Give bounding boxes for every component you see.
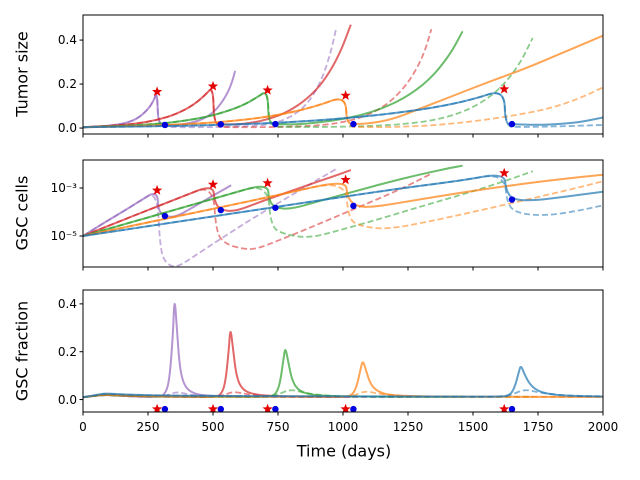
series-gsc-cells-blue-dashed — [83, 175, 603, 237]
treatment-star-marker — [152, 184, 163, 195]
y-axis-label-gsc-fraction: GSC fraction — [12, 300, 32, 402]
x-tick-label-0: 0 — [79, 420, 87, 434]
nadir-dot-marker — [508, 196, 516, 203]
axes-frame-gsc-fraction — [82, 289, 604, 413]
y-tick-label-gsc-fraction-0: 0.0 — [57, 392, 77, 407]
series-tumor-size-blue-dashed — [83, 92, 603, 129]
series-gsc-cells-green-dashed — [83, 170, 534, 238]
y-axis-label-tumor-size: Tumor size — [12, 31, 32, 117]
nadir-dot-marker — [217, 206, 224, 214]
treatment-star-marker — [152, 403, 163, 412]
y-tick-label-tumor-size-2: 0.4 — [57, 33, 77, 48]
nadir-dot-marker — [272, 120, 279, 128]
treatment-star-marker — [207, 80, 219, 91]
y-tick-label-gsc-fraction-1: 0.2 — [57, 344, 77, 359]
nadir-dot-marker — [217, 405, 224, 412]
series-group-gsc-cells — [83, 164, 603, 267]
x-tick-label-5: 1250 — [392, 420, 424, 434]
series-tumor-size-red-dashed — [83, 28, 433, 129]
treatment-star-marker — [262, 84, 273, 95]
nadir-dot-marker — [161, 121, 169, 129]
x-tick-label-7: 1750 — [522, 420, 554, 434]
treatment-star-marker — [340, 90, 351, 100]
x-tick-label-8: 2000 — [587, 420, 619, 434]
series-gsc-fraction-blue-dashed — [83, 389, 603, 399]
nadir-dot-marker — [350, 202, 357, 210]
series-tumor-size-blue-solid — [83, 92, 603, 129]
nadir-dot-marker — [508, 405, 516, 412]
series-tumor-size-purple-dashed — [83, 26, 338, 129]
series-gsc-fraction-green-solid — [83, 349, 463, 399]
nadir-dot-marker — [272, 204, 279, 211]
x-tick-label-4: 1000 — [327, 420, 359, 434]
series-gsc-fraction-orange-solid — [83, 361, 603, 399]
treatment-star-marker — [262, 403, 273, 412]
series-gsc-fraction-purple-solid — [83, 303, 236, 399]
nadir-dot-marker — [272, 405, 279, 412]
treatment-star-marker — [499, 83, 510, 94]
nadir-dot-marker — [161, 212, 169, 220]
series-gsc-fraction-red-solid — [83, 331, 351, 399]
series-group-gsc-fraction — [83, 303, 603, 412]
treatment-star-marker — [499, 403, 510, 412]
treatment-star-marker — [207, 179, 219, 189]
treatment-star-marker — [262, 177, 273, 188]
series-tumor-size-green-dashed — [83, 37, 534, 129]
x-tick-label-3: 750 — [266, 420, 290, 434]
y-axis-label-gsc-cells: GSC cells — [12, 175, 32, 251]
nadir-dot-marker — [350, 120, 357, 128]
nadir-dot-marker — [508, 120, 516, 128]
nadir-dot-marker — [217, 121, 224, 128]
treatment-star-marker — [152, 86, 163, 97]
series-group-tumor-size — [83, 24, 603, 129]
y-tick-label-tumor-size-1: 0.2 — [57, 77, 77, 92]
treatment-star-marker — [340, 174, 351, 185]
series-gsc-cells-red-dashed — [83, 172, 432, 251]
series-tumor-size-green-solid — [83, 30, 464, 129]
treatment-star-marker — [340, 403, 351, 412]
x-tick-label-2: 500 — [201, 420, 225, 434]
series-gsc-cells-orange-dashed — [83, 180, 603, 237]
axes-frame-gsc-cells — [82, 159, 604, 268]
y-tick-label-gsc-cells-0: 10⁻³ — [50, 181, 77, 195]
x-tick-label-6: 1500 — [457, 420, 489, 434]
treatment-star-marker — [207, 403, 219, 412]
nadir-dot-marker — [161, 405, 169, 412]
series-gsc-cells-purple-dashed — [83, 168, 337, 267]
x-axis-label: Time (days) — [296, 441, 392, 461]
axes-frame-tumor-size — [82, 14, 604, 135]
y-tick-label-gsc-cells-1: 10⁻⁵ — [50, 228, 77, 243]
series-gsc-fraction-blue-solid — [83, 365, 603, 399]
series-tumor-size-red-solid — [83, 24, 352, 129]
treatment-star-marker — [499, 167, 510, 178]
y-tick-label-gsc-fraction-2: 0.4 — [57, 296, 77, 311]
nadir-dot-marker — [350, 405, 357, 412]
y-tick-label-tumor-size-0: 0.0 — [57, 121, 77, 136]
x-tick-label-1: 250 — [136, 420, 160, 434]
